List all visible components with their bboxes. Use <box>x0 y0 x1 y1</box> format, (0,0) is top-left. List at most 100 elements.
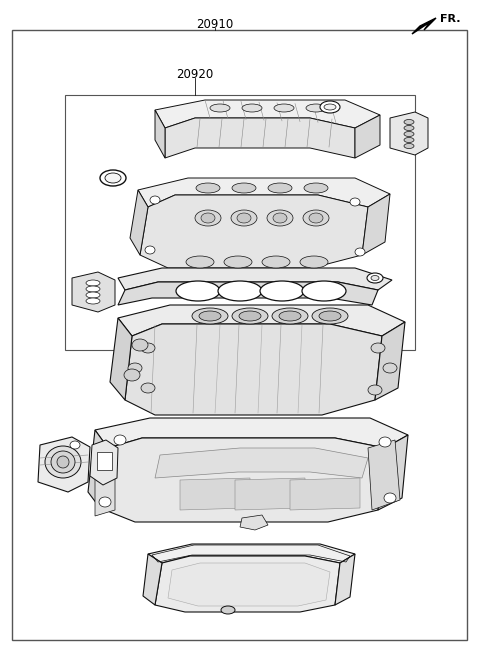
Ellipse shape <box>86 298 100 304</box>
Ellipse shape <box>302 281 346 301</box>
Ellipse shape <box>303 210 329 226</box>
Ellipse shape <box>199 311 221 321</box>
Ellipse shape <box>218 281 262 301</box>
Polygon shape <box>290 478 360 510</box>
Ellipse shape <box>324 104 336 110</box>
Ellipse shape <box>319 311 341 321</box>
Polygon shape <box>335 554 355 605</box>
Ellipse shape <box>368 385 382 395</box>
Ellipse shape <box>150 196 160 204</box>
Text: 20910: 20910 <box>196 18 234 31</box>
Ellipse shape <box>231 210 257 226</box>
Ellipse shape <box>309 213 323 223</box>
Polygon shape <box>240 515 268 530</box>
Ellipse shape <box>273 213 287 223</box>
Polygon shape <box>412 18 436 34</box>
Ellipse shape <box>141 343 155 353</box>
Ellipse shape <box>300 256 328 268</box>
Ellipse shape <box>221 606 235 614</box>
Polygon shape <box>140 195 368 268</box>
Ellipse shape <box>355 248 365 256</box>
Ellipse shape <box>306 104 326 112</box>
Polygon shape <box>362 194 390 255</box>
Ellipse shape <box>195 210 221 226</box>
Polygon shape <box>125 324 382 415</box>
Ellipse shape <box>99 497 111 507</box>
Polygon shape <box>235 478 305 510</box>
Ellipse shape <box>268 183 292 193</box>
Ellipse shape <box>210 104 230 112</box>
Text: 20920: 20920 <box>176 68 214 81</box>
Bar <box>65 95 415 350</box>
Ellipse shape <box>312 308 348 324</box>
Polygon shape <box>95 445 115 516</box>
Ellipse shape <box>114 435 126 445</box>
Ellipse shape <box>224 256 252 268</box>
Ellipse shape <box>267 210 293 226</box>
Ellipse shape <box>404 125 414 131</box>
Ellipse shape <box>367 273 383 283</box>
Ellipse shape <box>350 198 360 206</box>
Ellipse shape <box>260 281 304 301</box>
Ellipse shape <box>232 183 256 193</box>
Ellipse shape <box>371 343 385 353</box>
Ellipse shape <box>86 280 100 286</box>
Polygon shape <box>38 437 90 492</box>
Polygon shape <box>390 112 428 155</box>
Ellipse shape <box>86 286 100 292</box>
Ellipse shape <box>383 363 397 373</box>
Ellipse shape <box>186 256 214 268</box>
Ellipse shape <box>196 183 220 193</box>
Polygon shape <box>148 544 355 563</box>
Polygon shape <box>118 268 392 290</box>
Ellipse shape <box>145 246 155 254</box>
Ellipse shape <box>45 446 81 478</box>
Polygon shape <box>110 318 132 400</box>
Polygon shape <box>368 440 400 510</box>
Ellipse shape <box>262 256 290 268</box>
Ellipse shape <box>141 383 155 393</box>
Ellipse shape <box>232 308 268 324</box>
Ellipse shape <box>128 363 142 373</box>
Polygon shape <box>88 430 108 508</box>
Ellipse shape <box>404 119 414 125</box>
Ellipse shape <box>279 311 301 321</box>
Ellipse shape <box>51 451 75 473</box>
Ellipse shape <box>404 138 414 142</box>
Ellipse shape <box>371 276 379 281</box>
Ellipse shape <box>192 308 228 324</box>
Polygon shape <box>155 110 165 158</box>
Ellipse shape <box>70 441 80 449</box>
Ellipse shape <box>201 213 215 223</box>
Ellipse shape <box>57 456 69 468</box>
Text: FR.: FR. <box>440 14 460 24</box>
Ellipse shape <box>379 437 391 447</box>
Polygon shape <box>168 563 330 606</box>
Ellipse shape <box>176 281 220 301</box>
Ellipse shape <box>132 339 148 351</box>
Ellipse shape <box>272 308 308 324</box>
Ellipse shape <box>274 104 294 112</box>
Polygon shape <box>90 440 118 485</box>
Bar <box>97 452 112 470</box>
Ellipse shape <box>237 213 251 223</box>
Ellipse shape <box>105 173 121 183</box>
Polygon shape <box>130 190 148 255</box>
Ellipse shape <box>100 170 126 186</box>
Ellipse shape <box>304 183 328 193</box>
Polygon shape <box>100 438 385 522</box>
Ellipse shape <box>86 292 100 298</box>
Ellipse shape <box>124 369 140 381</box>
Polygon shape <box>118 305 405 336</box>
Polygon shape <box>143 554 162 605</box>
Polygon shape <box>72 272 115 312</box>
Polygon shape <box>375 322 405 400</box>
Ellipse shape <box>239 311 261 321</box>
Polygon shape <box>165 118 355 158</box>
Ellipse shape <box>320 101 340 113</box>
Ellipse shape <box>404 131 414 136</box>
Polygon shape <box>155 100 380 128</box>
Polygon shape <box>180 478 250 510</box>
Polygon shape <box>155 556 340 612</box>
Ellipse shape <box>404 144 414 148</box>
